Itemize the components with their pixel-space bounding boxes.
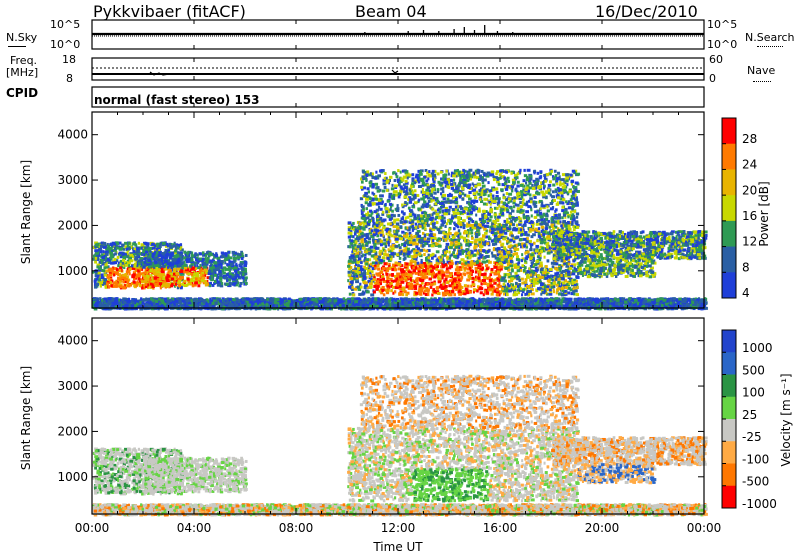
velocity-ytick-label-3: 4000 [57,334,88,348]
power-cb-tick-label-3: 16 [742,209,757,223]
velocity-colorbar: 1000 500 100 25 -25 -100 -500 -1000 [722,330,777,511]
power-cb-tick-label-5: 8 [742,260,750,274]
velocity-cb-tick-label-7: -1000 [742,497,777,511]
velocity-cells [92,375,708,517]
x-axis-label: Time UT [372,540,423,554]
velocity-cb-swatch-7 [722,486,736,509]
power-cb-swatch-4 [722,221,736,247]
xtick-label-2: 08:00 [279,521,314,535]
power-ytick-label-0: 1000 [57,264,88,278]
power-cb-swatch-0 [722,118,736,144]
xtick-label-5: 20:00 [585,521,620,535]
power-cb-tick-label-1: 24 [742,158,757,172]
velocity-cb-tick-label-1: 500 [742,363,765,377]
velocity-cb-tick-label-3: 25 [742,408,757,422]
velocity-cb-tick-label-0: 1000 [742,341,773,355]
velocity-cb-tick-label-4: -25 [742,430,762,444]
freq-blip-2 [392,70,398,73]
velocity-ytick-label-1: 2000 [57,424,88,438]
velocity-cb-swatch-3 [722,397,736,420]
velocity-cb-tick-label-2: 100 [742,386,765,400]
power-cb-tick-label-0: 28 [742,132,757,146]
velocity-ylabel: Slant Range [km] [19,366,33,470]
velocity-cb-swatch-4 [722,419,736,442]
power-ylabel: Slant Range [km] [19,160,33,264]
power-cb-tick-label-2: 20 [742,183,757,197]
xtick-label-3: 12:00 [381,521,416,535]
power-ytick-label-1: 2000 [57,218,88,232]
power-cb-swatch-5 [722,247,736,273]
velocity-cb-swatch-2 [722,375,736,398]
velocity-ytick-label-2: 3000 [57,379,88,393]
xtick-label-0: 00:00 [75,521,110,535]
velocity-cb-tick-label-5: -100 [742,452,769,466]
velocity-cb-swatch-5 [722,441,736,464]
power-cb-swatch-2 [722,169,736,195]
power-colorbar: 28 24 20 16 12 8 4 [722,118,757,300]
xtick-label-1: 04:00 [177,521,212,535]
velocity-ytick-label-0: 1000 [57,470,88,484]
velocity-cb-tick-label-6: -500 [742,475,769,489]
power-colorbar-label: Power [dB] [757,181,771,246]
velocity-cb-swatch-0 [722,330,736,353]
xtick-label-4: 16:00 [483,521,518,535]
power-ytick-label-2: 3000 [57,173,88,187]
noise-spikes [365,25,513,34]
power-cb-swatch-3 [722,195,736,221]
velocity-cb-swatch-6 [722,464,736,487]
power-cb-tick-label-4: 12 [742,235,757,249]
power-ytick-label-3: 4000 [57,128,88,142]
velocity-cb-swatch-1 [722,352,736,375]
power-cells [92,169,708,311]
power-cb-swatch-1 [722,144,736,170]
power-cb-tick-label-6: 4 [742,286,750,300]
xtick-label-6: 00:00 [687,521,722,535]
velocity-colorbar-label: Velocity [m s⁻¹] [779,373,793,466]
power-cb-swatch-6 [722,272,736,298]
